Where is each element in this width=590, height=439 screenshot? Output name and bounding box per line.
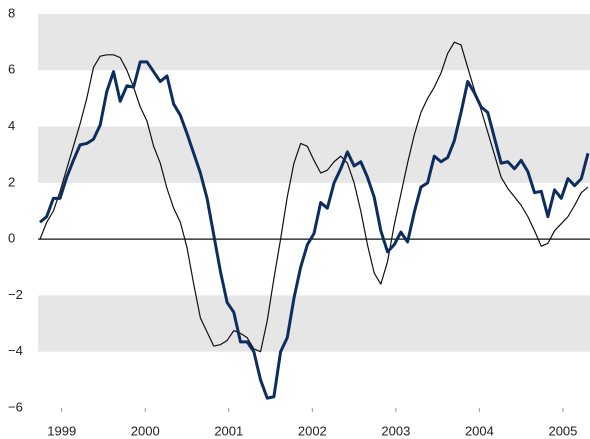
- y-tick-label: −4: [8, 343, 23, 358]
- x-tick-label: 2004: [465, 423, 494, 438]
- x-tick-label: 2002: [298, 423, 327, 438]
- series-line: [39, 60, 590, 400]
- band: [38, 295, 590, 352]
- x-tick-label: 2003: [381, 423, 410, 438]
- y-tick-label: −6: [8, 399, 23, 414]
- y-tick-label: 2: [8, 174, 15, 189]
- series-line: [39, 41, 589, 353]
- y-tick-label: 6: [8, 62, 15, 77]
- x-tick-label: 1999: [47, 423, 76, 438]
- band: [38, 14, 590, 71]
- band: [38, 126, 590, 183]
- x-tick-label: 2000: [131, 423, 160, 438]
- y-tick-label: 0: [8, 231, 15, 246]
- y-tick-label: −2: [8, 287, 23, 302]
- x-tick-label: 2005: [548, 423, 577, 438]
- x-tick-label: 2001: [214, 423, 243, 438]
- y-tick-label: 4: [8, 118, 15, 133]
- y-tick-label: 8: [8, 5, 15, 20]
